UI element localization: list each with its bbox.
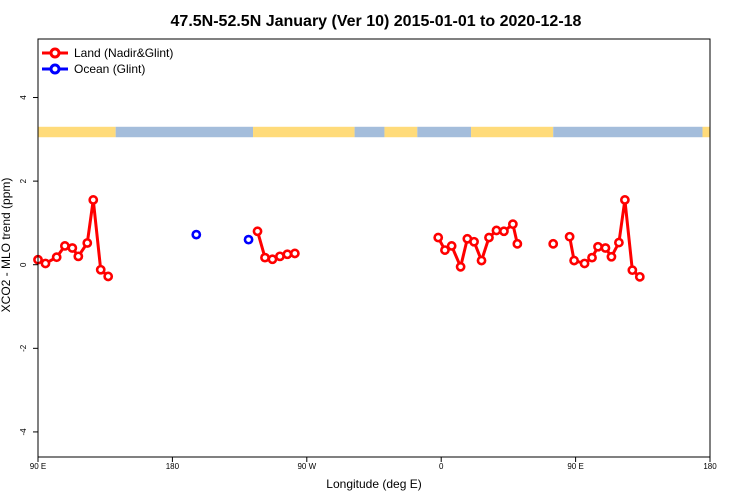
y-tick-label: 4	[19, 95, 28, 100]
series-land-point	[275, 251, 285, 262]
y-axis-label: XCO2 - MLO trend (ppm)	[0, 178, 13, 313]
series-land-point	[512, 238, 523, 249]
plot-frame	[37, 38, 711, 458]
series-land-point	[569, 255, 580, 266]
series-land-point	[282, 249, 293, 260]
x-axis-ticks: 90 E 180 90 W 0 90 E 180	[30, 457, 717, 471]
series-land-point	[469, 236, 479, 247]
band-segment-land	[384, 126, 418, 138]
series-land-point	[59, 241, 70, 251]
series-land-point	[433, 232, 444, 243]
series-land-point	[267, 254, 278, 265]
legend: Land (Nadir&Glint) Ocean (Glint)	[42, 46, 173, 76]
series-ocean-point	[243, 234, 254, 245]
band-segment-land	[253, 126, 355, 138]
legend-land-label: Land (Nadir&Glint)	[74, 46, 173, 60]
x-axis-label: Longitude (deg E)	[326, 477, 421, 491]
series-land-point	[73, 251, 84, 262]
land-ocean-band	[38, 126, 710, 138]
legend-land-marker	[49, 47, 61, 59]
series-land-point	[600, 243, 611, 253]
series-land-point	[260, 252, 270, 263]
band-segment-land	[702, 126, 710, 138]
series-land-point	[619, 195, 630, 205]
band-segment-ocean	[417, 126, 472, 138]
series-land-line	[37, 198, 110, 278]
series-land-point	[499, 226, 509, 237]
y-axis-ticks: -4 -2 0 2 4	[19, 95, 38, 436]
x-tick-label: 0	[439, 462, 444, 471]
series-land-point	[440, 245, 450, 255]
series-land-point	[103, 271, 114, 282]
series-land-point	[634, 271, 645, 282]
band-segment-ocean	[553, 126, 703, 138]
series-ocean-point	[191, 229, 202, 240]
y-tick-label: 0	[19, 262, 28, 267]
series-land-point	[507, 219, 518, 230]
series-land-point	[476, 255, 487, 266]
series-land-point	[95, 264, 106, 275]
x-tick-label: 180	[166, 462, 180, 471]
x-tick-label: 90 W	[297, 462, 316, 471]
series-land-point	[564, 231, 575, 242]
series-land-point	[548, 238, 559, 249]
series-land-point	[593, 241, 603, 252]
series-land-point	[51, 252, 62, 263]
series-land-point	[67, 243, 78, 253]
series-land-point	[614, 237, 624, 248]
series-land-point	[88, 195, 99, 205]
series-land-point	[587, 252, 597, 263]
y-tick-label: 2	[19, 178, 28, 183]
series-land-point	[606, 251, 617, 262]
series-land-point	[82, 238, 93, 248]
band-segment-land	[38, 126, 116, 138]
y-tick-label: -2	[19, 344, 28, 352]
legend-ocean-label: Ocean (Glint)	[74, 62, 145, 76]
band-segment-land	[471, 126, 554, 138]
x-tick-label: 90 E	[567, 462, 583, 471]
series-land-point	[484, 232, 494, 243]
series-land-point	[627, 265, 638, 276]
series-land-point	[446, 241, 457, 251]
series-layer	[33, 195, 645, 282]
chart-title: 47.5N-52.5N January (Ver 10) 2015-01-01 …	[171, 13, 582, 30]
series-land-point	[252, 226, 263, 237]
y-tick-label: -4	[19, 428, 28, 436]
series-land-point	[289, 248, 300, 259]
x-tick-label: 90 E	[30, 462, 46, 471]
series-land-point	[455, 261, 466, 272]
x-tick-label: 180	[703, 462, 717, 471]
series-land-point	[40, 258, 51, 269]
band-segment-ocean	[115, 126, 254, 138]
series-land-point	[491, 225, 502, 236]
band-segment-ocean	[354, 126, 385, 138]
series-land-point	[579, 258, 590, 269]
legend-ocean-marker	[49, 63, 61, 75]
